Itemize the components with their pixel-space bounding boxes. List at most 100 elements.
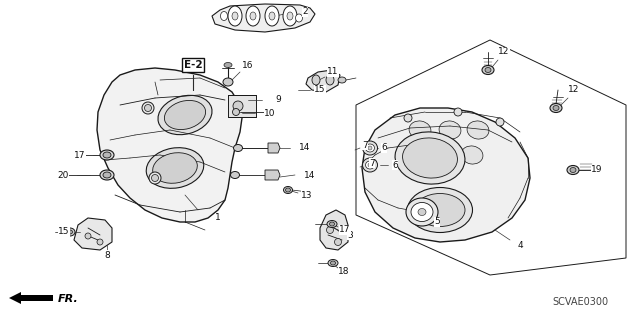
Ellipse shape (567, 166, 579, 174)
Polygon shape (74, 218, 112, 250)
Ellipse shape (330, 261, 335, 265)
Ellipse shape (335, 239, 342, 246)
Ellipse shape (149, 172, 161, 184)
Text: 9: 9 (275, 95, 281, 105)
Ellipse shape (330, 222, 335, 226)
Ellipse shape (221, 11, 227, 20)
Ellipse shape (142, 102, 154, 114)
Ellipse shape (234, 145, 243, 152)
Text: 12: 12 (499, 48, 509, 56)
Text: 18: 18 (339, 268, 349, 277)
Ellipse shape (285, 188, 291, 192)
Text: 17: 17 (339, 226, 351, 234)
Ellipse shape (164, 100, 205, 130)
Polygon shape (212, 4, 315, 32)
Text: 20: 20 (58, 170, 68, 180)
Ellipse shape (362, 141, 378, 155)
Bar (228, 95, 256, 117)
Ellipse shape (152, 174, 159, 182)
Ellipse shape (485, 68, 491, 72)
Ellipse shape (553, 106, 559, 110)
Polygon shape (306, 70, 340, 92)
Text: SCVAE0300: SCVAE0300 (552, 297, 608, 307)
Ellipse shape (550, 103, 562, 113)
Ellipse shape (415, 194, 465, 226)
Ellipse shape (223, 78, 233, 86)
Text: 13: 13 (301, 190, 313, 199)
Text: 7: 7 (369, 159, 375, 167)
Text: E-2: E-2 (184, 60, 202, 70)
Ellipse shape (287, 12, 293, 20)
Text: 19: 19 (591, 166, 603, 174)
Ellipse shape (326, 226, 333, 234)
Text: 2: 2 (302, 8, 308, 17)
Ellipse shape (418, 209, 426, 216)
Ellipse shape (283, 6, 297, 26)
Ellipse shape (409, 121, 431, 139)
Ellipse shape (232, 108, 239, 115)
Ellipse shape (100, 170, 114, 180)
FancyArrow shape (9, 292, 53, 304)
Ellipse shape (338, 77, 346, 83)
Text: 6: 6 (392, 160, 398, 169)
Ellipse shape (406, 198, 438, 226)
Ellipse shape (265, 6, 279, 26)
Ellipse shape (365, 144, 374, 152)
Text: 14: 14 (300, 144, 310, 152)
Text: 6: 6 (381, 144, 387, 152)
Ellipse shape (232, 12, 238, 20)
Ellipse shape (67, 230, 72, 234)
Ellipse shape (312, 75, 320, 85)
Ellipse shape (100, 150, 114, 160)
Text: FR.: FR. (58, 294, 79, 304)
Text: 16: 16 (243, 61, 253, 70)
Text: 15: 15 (58, 227, 70, 236)
Ellipse shape (246, 6, 260, 26)
Ellipse shape (461, 146, 483, 164)
Ellipse shape (85, 233, 91, 239)
Ellipse shape (454, 108, 462, 116)
Ellipse shape (65, 228, 75, 236)
Ellipse shape (296, 14, 303, 22)
Ellipse shape (158, 95, 212, 135)
Ellipse shape (362, 158, 378, 172)
Ellipse shape (482, 65, 494, 75)
Polygon shape (320, 210, 348, 250)
Ellipse shape (326, 75, 334, 85)
Polygon shape (265, 170, 280, 180)
Text: 15: 15 (314, 85, 326, 94)
Ellipse shape (269, 12, 275, 20)
Ellipse shape (404, 114, 412, 122)
Text: 4: 4 (517, 241, 523, 249)
Ellipse shape (103, 152, 111, 158)
Ellipse shape (395, 132, 465, 184)
Text: 11: 11 (327, 68, 339, 77)
Ellipse shape (408, 188, 472, 233)
Ellipse shape (224, 63, 232, 68)
Ellipse shape (365, 161, 374, 169)
Polygon shape (362, 108, 530, 242)
Ellipse shape (233, 101, 243, 111)
Ellipse shape (328, 259, 338, 266)
Text: 12: 12 (568, 85, 580, 94)
Ellipse shape (271, 145, 278, 152)
Ellipse shape (271, 172, 278, 179)
Ellipse shape (403, 138, 458, 178)
Ellipse shape (284, 187, 292, 194)
Polygon shape (268, 143, 280, 153)
Ellipse shape (434, 146, 456, 164)
Ellipse shape (404, 146, 426, 164)
Ellipse shape (411, 203, 433, 221)
Ellipse shape (327, 220, 337, 227)
Text: 1: 1 (215, 213, 221, 222)
Ellipse shape (439, 121, 461, 139)
Text: 3: 3 (347, 231, 353, 240)
Ellipse shape (228, 6, 242, 26)
Text: 10: 10 (264, 108, 276, 117)
Ellipse shape (97, 239, 103, 245)
Ellipse shape (368, 146, 372, 150)
Ellipse shape (250, 12, 256, 20)
Text: 17: 17 (74, 151, 86, 160)
Ellipse shape (153, 153, 197, 183)
Ellipse shape (145, 105, 152, 112)
